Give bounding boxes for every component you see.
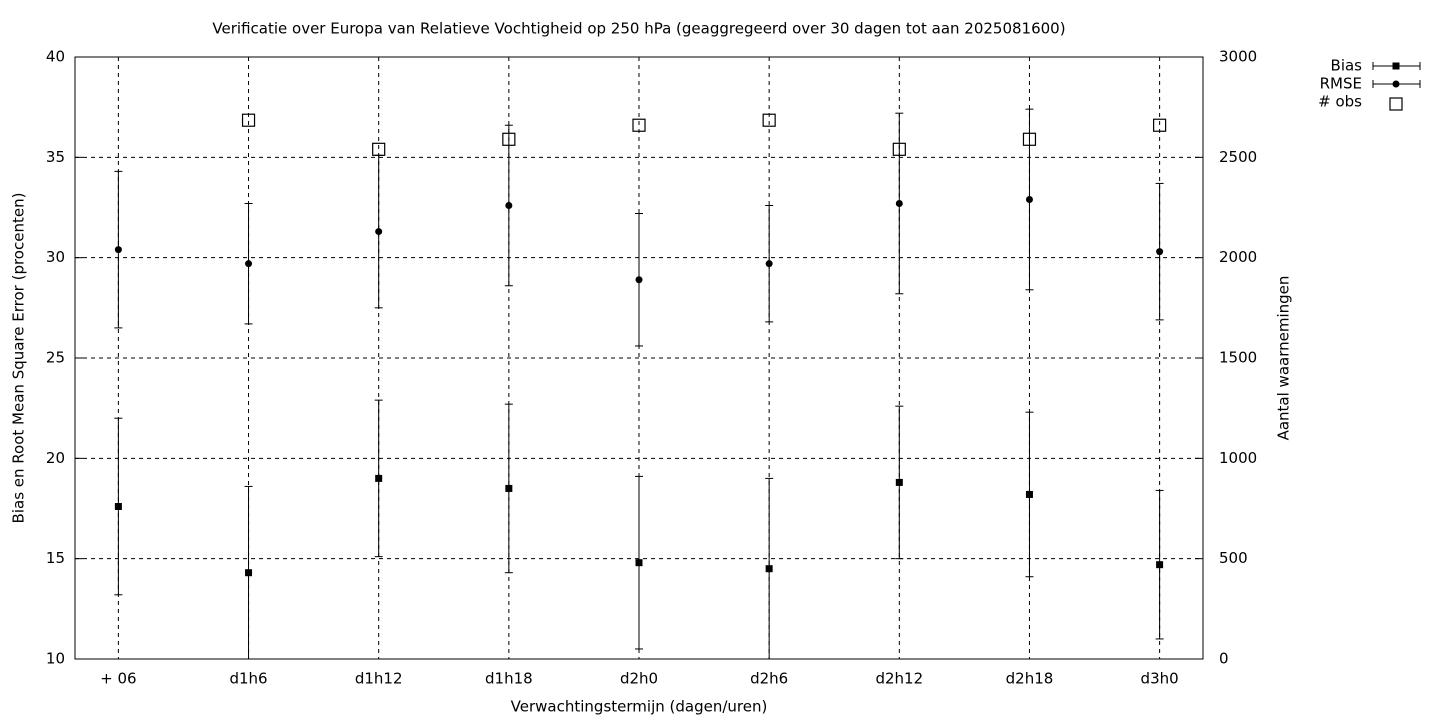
legend-marker [1392,62,1400,70]
x-tick-label: d1h6 [229,670,267,688]
x-tick-label: d2h0 [620,670,658,688]
marker [114,502,122,510]
y-tick-label: 25 [46,349,65,367]
legend-label: # obs [1318,93,1362,111]
y-tick-label: 20 [46,449,65,467]
y-tick-label: 35 [46,148,65,166]
marker [375,474,383,482]
marker [505,201,513,209]
x-axis-label: Verwachtingstermijn (dagen/uren) [511,698,768,716]
x-tick-label: d2h6 [750,670,788,688]
marker [114,246,122,254]
x-tick-label: d1h18 [485,670,533,688]
marker [241,113,256,127]
marker [1156,248,1164,256]
y2-axis-label: Aantal waarnemingen [1275,276,1293,441]
marker [895,199,903,207]
marker [245,569,253,577]
y-tick-label: 10 [46,650,65,668]
marker [502,132,516,146]
legend-marker [1392,80,1400,88]
legend-label: RMSE [1320,75,1362,93]
marker [765,565,773,573]
x-tick-label: + 06 [100,670,136,688]
marker [1153,118,1167,132]
x-tick-label: d3h0 [1141,670,1179,688]
legend-label: Bias [1331,57,1363,75]
y-tick-label: 15 [46,549,65,567]
marker [375,228,383,236]
marker [762,113,776,127]
marker [1025,195,1033,203]
y-axis-label: Bias en Root Mean Square Error (procente… [10,193,28,524]
y2-tick-label: 2000 [1219,248,1257,266]
x-tick-label: d2h18 [1006,670,1054,688]
x-tick-label: d2h12 [875,670,923,688]
chart-title: Verificatie over Europa van Relatieve Vo… [212,20,1065,38]
marker [635,276,643,284]
y-tick-label: 40 [46,48,65,66]
marker [635,559,643,567]
marker [892,142,906,156]
y-tick-label: 30 [46,248,65,266]
marker [632,118,646,132]
legend-marker [1389,97,1403,111]
marker [1156,561,1164,569]
marker [372,142,386,156]
marker [1025,490,1033,498]
marker [1022,132,1037,146]
y2-tick-label: 2500 [1219,148,1257,166]
marker [765,260,773,268]
marker [245,260,253,268]
y2-tick-label: 0 [1219,650,1229,668]
marker [505,484,513,492]
marker [895,478,903,486]
x-tick-label: d1h12 [355,670,403,688]
y2-tick-label: 1000 [1219,449,1257,467]
y2-tick-label: 3000 [1219,48,1257,66]
y2-tick-label: 500 [1219,549,1248,567]
y2-tick-label: 1500 [1219,349,1257,367]
